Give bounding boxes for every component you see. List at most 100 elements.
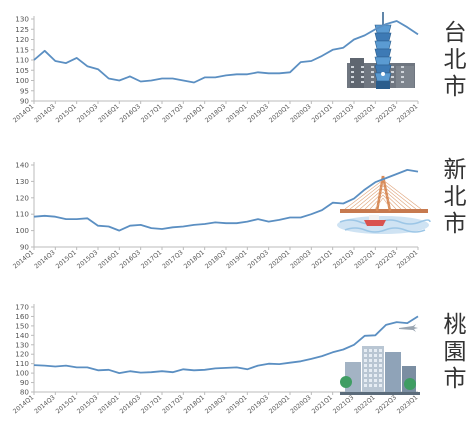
data-point xyxy=(300,61,302,63)
x-tick-label: 2021Q3 xyxy=(332,103,355,124)
x-tick-label: 2015Q3 xyxy=(76,249,99,270)
x-tick-label: 2015Q1 xyxy=(55,394,78,415)
data-point xyxy=(385,324,387,326)
data-point xyxy=(108,369,110,371)
y-tick-label: 100 xyxy=(15,76,29,85)
window xyxy=(361,66,364,68)
data-point xyxy=(193,82,195,84)
data-point xyxy=(278,363,280,365)
data-point xyxy=(193,224,195,226)
data-point xyxy=(257,218,259,220)
window xyxy=(401,66,404,68)
window xyxy=(351,81,354,83)
data-point xyxy=(289,217,291,219)
x-tick-label: 2017Q1 xyxy=(140,103,163,124)
bridge-illustration xyxy=(337,175,431,234)
window xyxy=(379,374,382,377)
bridge-cable xyxy=(382,197,392,210)
data-point xyxy=(118,372,120,374)
bridge-cable xyxy=(359,188,384,210)
x-tick-label: 2014Q1 xyxy=(12,249,35,270)
data-point xyxy=(44,365,46,367)
data-point xyxy=(385,177,387,179)
data-point xyxy=(97,369,99,371)
window xyxy=(364,354,367,357)
data-point xyxy=(246,73,248,75)
bridge-cable xyxy=(382,179,422,210)
data-point xyxy=(353,344,355,346)
city-label-new-taipei: 新北市 xyxy=(439,157,465,238)
window xyxy=(364,374,367,377)
data-point xyxy=(54,366,56,368)
series-line xyxy=(33,315,419,375)
x-tick-label: 2017Q1 xyxy=(140,249,163,270)
x-tick-label: 2016Q3 xyxy=(119,103,142,124)
window xyxy=(374,369,377,372)
window xyxy=(371,71,374,73)
window xyxy=(391,71,394,73)
x-tick-label: 2019Q1 xyxy=(225,103,248,124)
x-tick-label: 2019Q3 xyxy=(247,394,270,415)
x-tick-label: 2018Q1 xyxy=(183,249,206,270)
data-point xyxy=(310,213,312,215)
window xyxy=(379,364,382,367)
window xyxy=(369,369,372,372)
city-buildings-illustration xyxy=(340,324,420,395)
window xyxy=(351,76,354,78)
window xyxy=(369,384,372,387)
data-point xyxy=(140,224,142,226)
x-tick-label: 2014Q3 xyxy=(33,394,56,415)
data-point xyxy=(332,351,334,353)
x-tick-label: 2016Q1 xyxy=(97,249,120,270)
x-tick-label: 2022Q3 xyxy=(375,249,398,270)
x-tick-label: 2020Q1 xyxy=(268,249,291,270)
y-tick-label: 125 xyxy=(15,25,29,34)
data-point xyxy=(300,360,302,362)
window xyxy=(374,384,377,387)
data-point xyxy=(76,218,78,220)
building xyxy=(396,66,414,88)
window xyxy=(374,374,377,377)
window xyxy=(401,76,404,78)
data-point xyxy=(182,80,184,82)
data-point xyxy=(65,218,67,220)
x-tick-label: 2019Q1 xyxy=(225,249,248,270)
x-tick-label: 2017Q3 xyxy=(161,249,184,270)
data-point xyxy=(417,171,419,173)
y-tick-label: 105 xyxy=(15,66,29,75)
data-point xyxy=(76,57,78,59)
x-tick-label: 2023Q1 xyxy=(396,103,419,124)
data-point xyxy=(385,23,387,25)
data-point xyxy=(236,222,238,224)
window xyxy=(361,71,364,73)
data-point xyxy=(332,49,334,51)
y-tick-label: 150 xyxy=(15,321,29,330)
x-tick-label: 2022Q1 xyxy=(353,249,376,270)
data-point xyxy=(374,181,376,183)
tower-base xyxy=(376,81,390,89)
data-point xyxy=(129,225,131,227)
y-tick-label: 140 xyxy=(15,161,29,170)
data-point xyxy=(182,368,184,370)
window xyxy=(364,379,367,382)
x-tick-label: 2021Q1 xyxy=(311,103,334,124)
data-point xyxy=(76,367,78,369)
data-point xyxy=(33,364,35,366)
data-point xyxy=(289,71,291,73)
wave xyxy=(339,219,431,225)
y-tick-label: 95 xyxy=(20,86,29,95)
bridge-cable xyxy=(382,194,397,210)
x-tick-label: 2015Q3 xyxy=(76,103,99,124)
y-tick-label: 115 xyxy=(15,45,29,54)
building xyxy=(362,346,384,394)
series-line xyxy=(33,20,419,84)
x-tick-label: 2021Q1 xyxy=(311,249,334,270)
data-point xyxy=(321,355,323,357)
window xyxy=(351,71,354,73)
data-point xyxy=(172,226,174,228)
city-label-taipei: 台北市 xyxy=(439,20,465,101)
data-point xyxy=(353,39,355,41)
data-point xyxy=(236,367,238,369)
y-tick-label: 120 xyxy=(15,350,29,359)
x-tick-label: 2014Q1 xyxy=(12,103,35,124)
